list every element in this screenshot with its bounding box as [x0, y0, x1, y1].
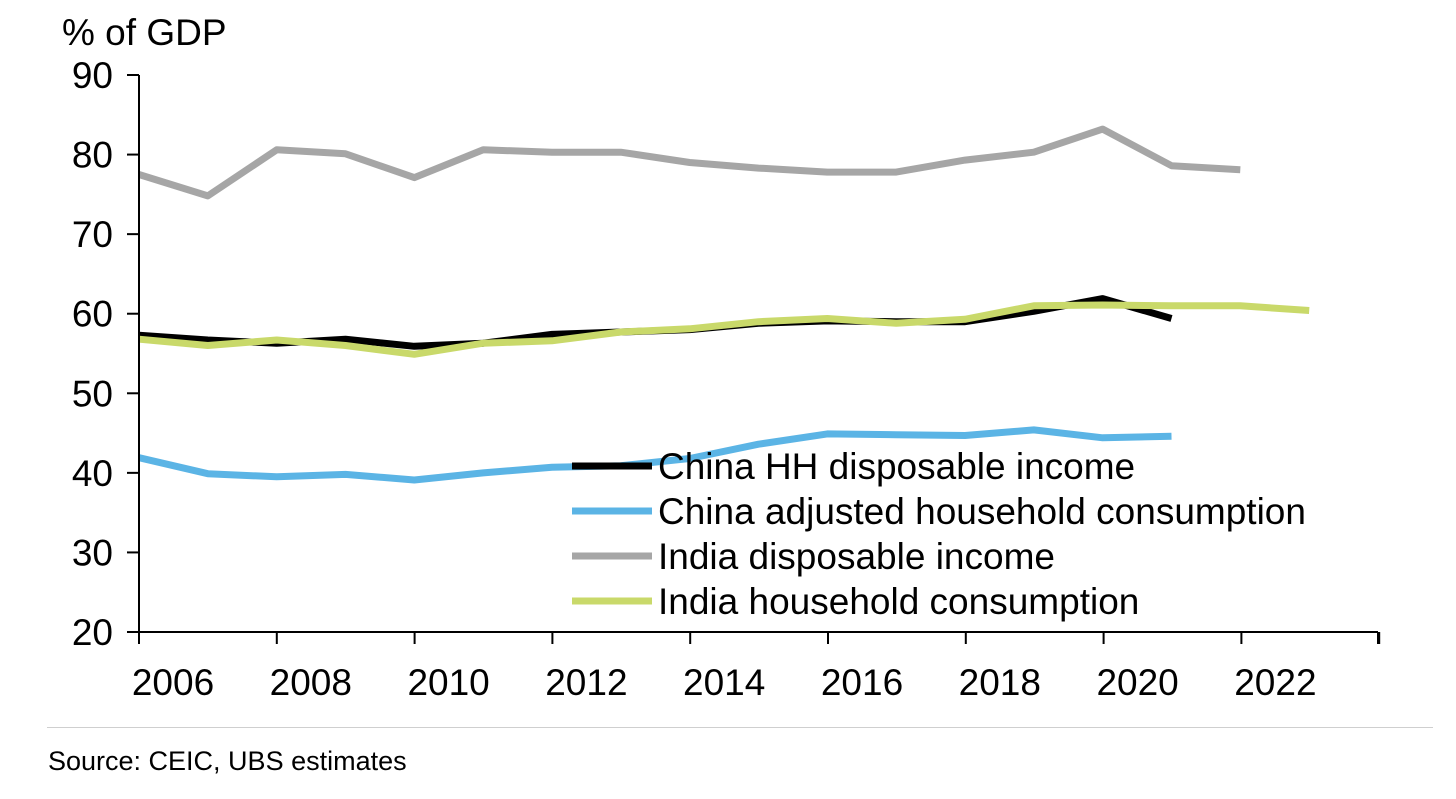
axes-layer: 20 30 40 50 60 70 80 90 2006 2008 2010 2012 2014 2016… — [72, 55, 1381, 703]
x-tick-label: 2012 — [545, 662, 627, 703]
x-tick-label: 2010 — [407, 662, 489, 703]
series-layer — [137, 125, 1310, 484]
y-tick-label: 80 — [72, 135, 113, 176]
series-line-3 — [138, 301, 1310, 358]
y-axis-unit-label: % of GDP — [62, 12, 227, 53]
line-chart: % of GDP 20 30 40 50 60 70 80 90 2006 2008 2010 201… — [62, 12, 1381, 703]
x-tick-label: 2006 — [132, 662, 214, 703]
x-tick-label: 2018 — [959, 662, 1041, 703]
series-line-2 — [137, 125, 1241, 200]
footer-divider — [47, 727, 1433, 728]
y-tick-label: 30 — [72, 532, 113, 573]
y-tick-label: 50 — [72, 373, 113, 414]
y-tick-label: 70 — [72, 214, 113, 255]
y-tick-label: 40 — [72, 453, 113, 494]
x-tick-label: 2022 — [1234, 662, 1316, 703]
y-tick-label: 90 — [72, 55, 113, 96]
source-note: Source: CEIC, UBS estimates — [48, 746, 407, 776]
x-tick-label: 2016 — [821, 662, 903, 703]
legend-label: China HH disposable income — [658, 446, 1135, 487]
legend-label: China adjusted household consumption — [658, 491, 1306, 532]
y-tick-label: 60 — [72, 294, 113, 335]
x-tick-label: 2008 — [270, 662, 352, 703]
y-tick-label: 20 — [72, 612, 113, 653]
series-line-1 — [138, 426, 1172, 484]
legend-label: India disposable income — [658, 536, 1055, 577]
x-tick-label: 2020 — [1096, 662, 1178, 703]
x-tick-label: 2014 — [683, 662, 765, 703]
legend-label: India household consumption — [658, 581, 1139, 622]
